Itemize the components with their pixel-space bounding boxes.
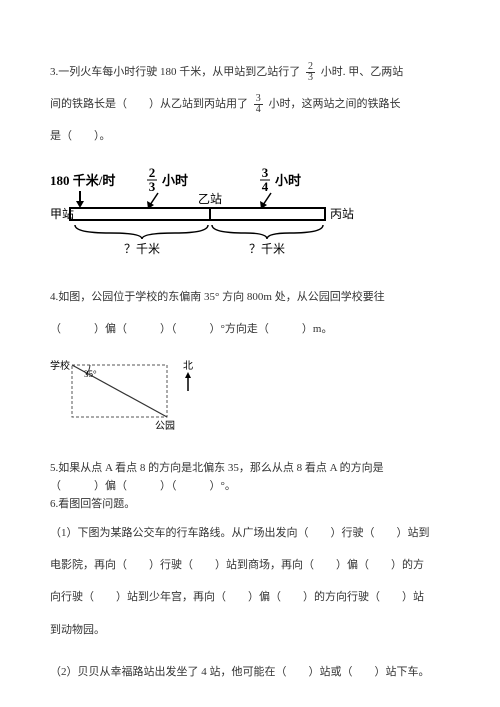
q3-text-2a: 间的铁路长是（ ）从乙站到丙站用了 <box>50 98 248 110</box>
dist2-label: ？千米 <box>249 242 285 256</box>
q3-text-3: 是（ ）。 <box>50 130 111 142</box>
park-label: 公园 <box>155 420 175 432</box>
fraction-2-3: 2 3 <box>306 62 315 83</box>
q5-line2: （ ）偏（ ）（ ）°。 <box>50 478 450 496</box>
train-diagram: 180 千米/时 2 3 小时 3 4 小时 乙站 甲站 丙站 ？千米 ？千米 <box>50 163 450 267</box>
q4-text-1: 4.如图，公园位于学校的东偏南 35° 方向 800m 处，从公园回学校要往 <box>50 291 385 303</box>
q6-title: 6.看图回答问题。 <box>50 496 450 514</box>
speed-label: 180 千米/时 <box>50 173 115 188</box>
q4-line1: 4.如图，公园位于学校的东偏南 35° 方向 800m 处，从公园回学校要往 <box>50 285 450 309</box>
q6-p2-text: （2）贝贝从幸福路站出发坐了 4 站，他可能在（ ）站或（ ）站下车。 <box>50 666 430 678</box>
north-label: 北 <box>183 360 193 372</box>
svg-text:4: 4 <box>262 179 269 194</box>
station-b-label: 乙站 <box>198 192 222 206</box>
svg-text:小时: 小时 <box>275 173 301 188</box>
school-park-diagram: 学校 35° 公园 北 <box>50 355 450 442</box>
q6-p1c-text: 向行驶（ ）站到少年宫，再向（ ）偏（ ）的方向行驶（ ）站 <box>50 591 424 603</box>
school-park-svg: 学校 35° 公园 北 <box>50 355 210 433</box>
station-c-label: 丙站 <box>330 207 354 221</box>
fraction-3-4: 3 4 <box>254 94 263 115</box>
station-a-label: 甲站 <box>50 207 74 221</box>
angle-label: 35° <box>84 369 97 379</box>
q6-p1b: 电影院，再向（ ）行驶（ ）站到商场，再向（ ）偏（ ）的方 <box>50 553 450 577</box>
q6-p1a: （1）下图为某路公交车的行车路线。从广场出发向（ ）行驶（ ）站到 <box>50 521 450 545</box>
q4-line2: （ ）偏（ ）（ ）°方向走（ ）m。 <box>50 317 450 341</box>
q6-p1d-text: 到动物园。 <box>50 624 105 636</box>
q5-text-2: （ ）偏（ ）（ ）°。 <box>50 480 236 492</box>
svg-text:3: 3 <box>149 179 156 194</box>
q6-title-text: 6.看图回答问题。 <box>50 498 135 510</box>
dist1-label: ？千米 <box>124 242 160 256</box>
q6-p1c: 向行驶（ ）站到少年宫，再向（ ）偏（ ）的方向行驶（ ）站 <box>50 585 450 609</box>
q6-p1d: 到动物园。 <box>50 618 450 642</box>
q6-p2: （2）贝贝从幸福路站出发坐了 4 站，他可能在（ ）站或（ ）站下车。 <box>50 660 450 684</box>
q3-text-1a: 3.一列火车每小时行驶 180 千米，从甲站到乙站行了 <box>50 66 300 78</box>
q6-p1b-text: 电影院，再向（ ）行驶（ ）站到商场，再向（ ）偏（ ）的方 <box>50 559 424 571</box>
q6-p1a-text: （1）下图为某路公交车的行车路线。从广场出发向（ ）行驶（ ）站到 <box>50 527 430 539</box>
q3-line1: 3.一列火车每小时行驶 180 千米，从甲站到乙站行了 2 3 小时. 甲、乙两… <box>50 60 450 84</box>
q4-text-2: （ ）偏（ ）（ ）°方向走（ ）m。 <box>50 323 332 335</box>
q5-line1: 5.如果从点 A 看点 8 的方向是北偏东 35，那么从点 8 看点 A 的方向… <box>50 460 450 478</box>
frac-den: 4 <box>254 105 263 115</box>
school-label: 学校 <box>50 359 70 372</box>
q3-line2: 间的铁路长是（ ）从乙站到丙站用了 3 4 小时，这两站之间的铁路长 <box>50 92 450 116</box>
q5-text-1: 5.如果从点 A 看点 8 的方向是北偏东 35，那么从点 8 看点 A 的方向… <box>50 462 384 474</box>
frac-den: 3 <box>306 73 315 83</box>
train-diagram-svg: 180 千米/时 2 3 小时 3 4 小时 乙站 甲站 丙站 ？千米 ？千米 <box>50 163 360 258</box>
svg-text:3: 3 <box>262 165 269 180</box>
svg-text:小时: 小时 <box>162 173 188 188</box>
q3-text-1b: 小时. 甲、乙两站 <box>321 66 404 78</box>
q3-line3: 是（ ）。 <box>50 124 450 148</box>
q3-text-2b: 小时，这两站之间的铁路长 <box>269 98 401 110</box>
svg-text:2: 2 <box>149 165 156 180</box>
